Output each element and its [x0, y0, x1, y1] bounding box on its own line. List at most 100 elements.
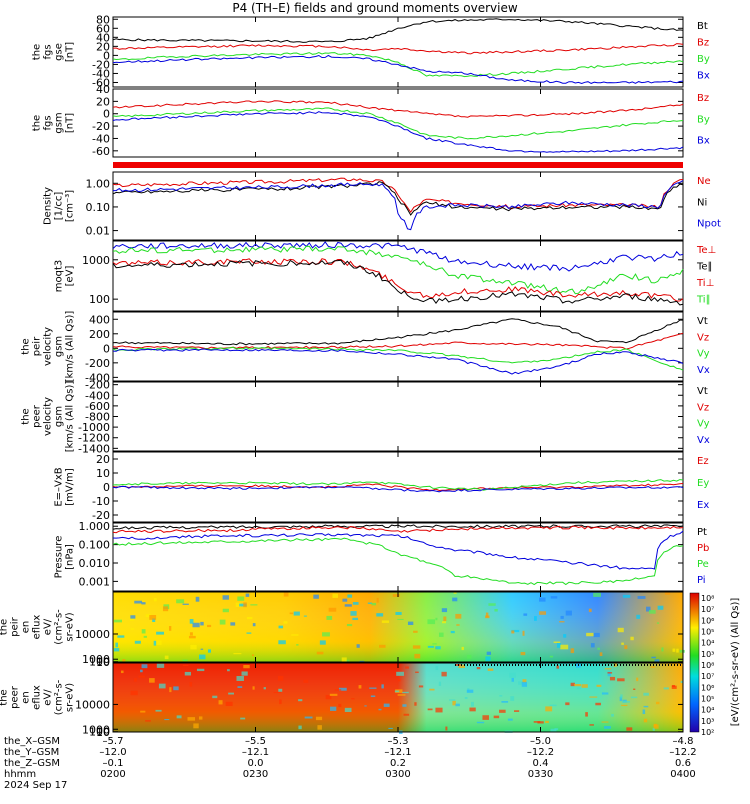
spectrogram-cell: [642, 709, 646, 715]
spectrogram-cell: [499, 695, 503, 697]
spectrogram-cell: [130, 628, 135, 630]
spectrogram-cell: [398, 678, 401, 682]
spectrogram-cell: [663, 687, 669, 690]
spectrogram-cell: [402, 704, 407, 707]
y-tick-label: -1000: [78, 421, 110, 434]
colorbar-tick-label: 10⁵: [701, 695, 714, 704]
spectrogram-cell: [651, 656, 656, 659]
spectrogram-cell: [599, 652, 603, 657]
spectrogram-cell: [412, 645, 421, 649]
legend-entry: Te⊥: [696, 245, 716, 256]
y-axis-label: [mV/m]: [65, 468, 76, 506]
legend-entry: Vz: [697, 402, 709, 413]
series-line-blue: [112, 348, 684, 375]
y-tick-label: -400: [85, 371, 110, 384]
spectrogram-cell: [344, 659, 350, 662]
legend-entry: Vy: [697, 419, 710, 430]
spectrogram-cell: [593, 592, 601, 597]
spectrogram-cell: [164, 655, 169, 660]
series-line-green: [112, 479, 684, 491]
spectrogram-cell: [654, 659, 660, 663]
y-axis-label: en: [21, 691, 32, 704]
y-tick-label: 1000: [82, 653, 110, 666]
spectrogram-cell: [563, 634, 567, 638]
y-tick-label: 1000: [82, 723, 110, 736]
y-axis-label: the: [21, 408, 32, 424]
y-tick-label: 20: [96, 453, 110, 466]
x-row-value: 0.4: [533, 758, 549, 769]
spectrogram-cell: [317, 725, 322, 730]
x-row-value: –12.0: [99, 747, 126, 758]
spectrogram-cell: [189, 682, 193, 687]
y-axis-label: sr-eV): [65, 612, 76, 641]
spectrogram-cell: [225, 701, 233, 706]
spectrogram-cell: [648, 609, 656, 614]
y-tick-label: -200: [85, 379, 110, 392]
spectrogram-cell: [388, 727, 393, 729]
spectrogram-cell: [597, 647, 600, 650]
spectrogram-cell: [633, 688, 636, 690]
spectrogram-cell: [676, 648, 679, 653]
spectrogram-cell: [212, 695, 218, 699]
y-tick-label: 0.10: [86, 201, 111, 214]
y-tick-label: 0: [103, 108, 110, 121]
series-line-red: [112, 483, 684, 492]
x-row-value: –12.1: [242, 747, 269, 758]
legend-entry: Vz: [697, 332, 709, 343]
spectrogram-cell: [619, 696, 623, 702]
spectrogram-cell: [522, 630, 525, 636]
spectrogram-cell: [182, 659, 188, 662]
spectrogram-cell: [207, 624, 212, 628]
spectrogram-cell: [395, 612, 402, 615]
spectrogram-cell: [533, 721, 541, 723]
spectrogram-cell: [138, 675, 146, 678]
spectrogram-cell: [415, 671, 419, 674]
y-axis-label: fgs: [43, 115, 54, 130]
panel-p4: 1000 100 moqt3 [eV] Te⊥ Te∥ Ti⊥ Ti∥: [54, 240, 716, 312]
spectrogram-cell: [237, 596, 245, 601]
spectrogram-cell: [455, 703, 460, 707]
spectrogram-cell: [511, 630, 515, 634]
spectrogram-cell: [251, 654, 254, 657]
legend-entry: Bx: [697, 71, 710, 82]
spectrogram-cell: [156, 663, 165, 668]
spectrogram-cell: [656, 622, 660, 624]
colorbar-tick-label: 10⁶: [701, 683, 714, 692]
spectrogram-cell: [199, 716, 203, 720]
x-row-value: –5.3: [388, 736, 409, 747]
legend-entry: Ex: [697, 500, 709, 511]
spectrogram-cell: [156, 631, 165, 635]
spectrogram-cell: [113, 648, 120, 652]
series-line-green: [112, 245, 684, 295]
y-tick-label: -800: [85, 411, 110, 424]
spectrogram-cell: [441, 608, 448, 613]
series-line-red: [112, 332, 684, 350]
spectrogram-cell: [553, 641, 561, 644]
spectrogram-cell: [246, 632, 252, 634]
spectrogram-cell: [200, 648, 204, 650]
y-tick-label: 0.010: [79, 557, 111, 570]
y-tick-label: -60: [92, 145, 110, 158]
series-line-green: [112, 52, 684, 78]
spectrogram-cell: [485, 612, 489, 618]
spectrogram-cell: [182, 664, 189, 666]
spectrogram-cell: [322, 632, 330, 637]
spectrogram-cell: [278, 675, 284, 681]
spectrogram-cell: [664, 592, 671, 595]
spectrogram-cell: [396, 671, 404, 676]
y-axis-label: Density: [43, 187, 54, 225]
series-line-red: [112, 177, 684, 214]
y-tick-label: 1.00: [86, 177, 111, 190]
panel-p6: -200-400-600-800-1000-1200-1400 the peer ve…: [21, 379, 710, 456]
legend-entry: Pe: [697, 559, 709, 570]
spectrogram-cell: [511, 677, 515, 682]
spectrogram-cell: [626, 727, 633, 731]
spectrogram-cell: [622, 701, 631, 703]
spectrogram-cell: [405, 666, 409, 669]
spectrogram-cell: [617, 627, 624, 633]
spectrogram-cell: [646, 606, 651, 612]
spectrogram-cell: [278, 688, 283, 692]
y-axis-label: peer: [32, 404, 43, 428]
